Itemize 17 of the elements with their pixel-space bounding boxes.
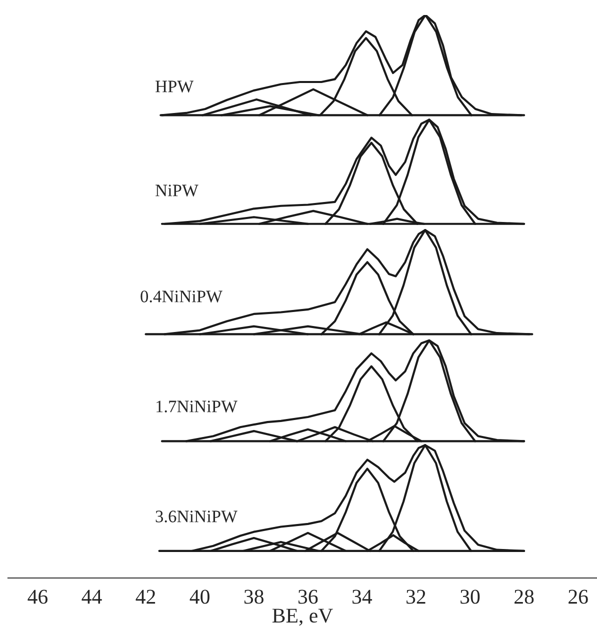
x-tick-label: 34: [352, 590, 372, 604]
x-tick-label: 40: [190, 590, 210, 604]
annotation: 1.7NiNiPW: [156, 400, 238, 412]
x-tick-label: 26: [568, 590, 588, 604]
x-tick-label: 46: [28, 590, 48, 604]
x-tick-label: 36: [298, 590, 318, 604]
x-tick-label: 30: [460, 590, 480, 604]
x-tick-label: 42: [136, 590, 156, 604]
annotation: HPW: [156, 80, 194, 92]
annotation: 0.4NiNiPW: [140, 290, 222, 302]
annotation: NiPW: [156, 184, 198, 196]
x-tick-label: 38: [244, 590, 264, 604]
x-axis-title: BE, eV: [272, 608, 333, 626]
x-tick-label: 44: [82, 590, 102, 604]
x-tick-label: 32: [406, 590, 426, 604]
x-tick-label: 28: [514, 590, 534, 604]
annotation: 3.6NiNiPW: [156, 510, 238, 522]
